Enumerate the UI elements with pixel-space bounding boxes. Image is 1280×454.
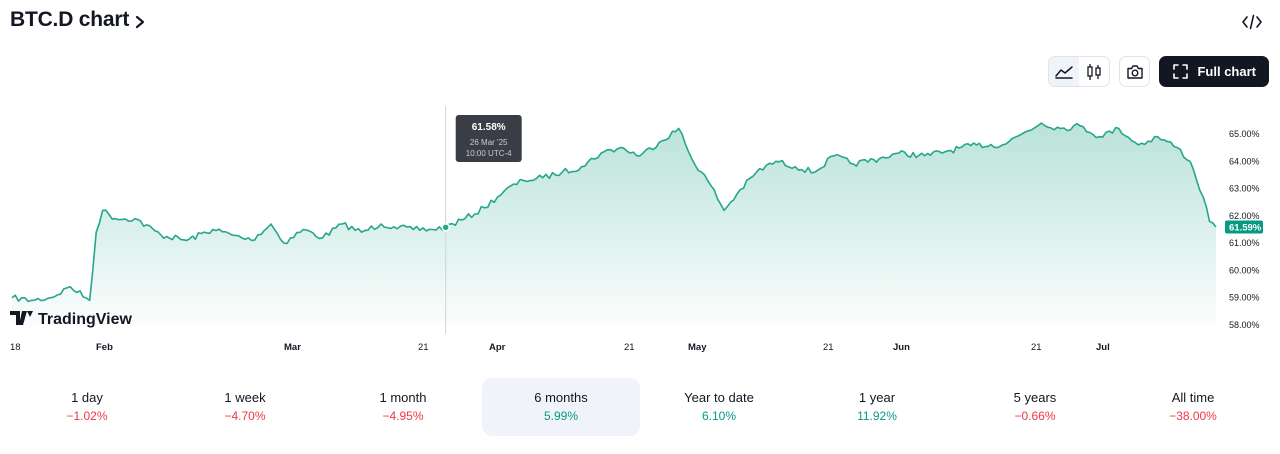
period-label: 5 years <box>1013 390 1057 405</box>
period-change: 6.10% <box>701 409 737 423</box>
area-chart-icon <box>1055 65 1074 79</box>
camera-icon <box>1127 64 1143 79</box>
period-change: −4.95% <box>382 409 424 423</box>
y-tick-label: 59.00% <box>1229 293 1260 303</box>
period-label: 6 months <box>534 390 588 405</box>
embed-code-button[interactable] <box>1241 12 1263 32</box>
full-chart-button[interactable]: Full chart <box>1159 56 1269 87</box>
x-tick-label: 21 <box>1031 342 1042 353</box>
code-icon <box>1242 14 1262 30</box>
x-tick-label: Mar <box>284 342 301 353</box>
period-change: 5.99% <box>543 409 579 423</box>
period-label: 1 week <box>224 390 266 405</box>
y-tick-label: 63.00% <box>1229 184 1260 194</box>
x-tick-label: 21 <box>418 342 429 353</box>
tooltip-time: 10:00 UTC-4 <box>466 149 512 158</box>
x-tick-label: May <box>688 342 707 353</box>
period-change: −4.70% <box>224 409 266 423</box>
tooltip-date: 26 Mar '25 <box>470 138 508 147</box>
tradingview-logo[interactable]: TradingView <box>10 311 133 328</box>
period-label: 1 year <box>858 390 896 405</box>
period-label: 1 month <box>379 390 427 405</box>
period-change: 11.92% <box>857 409 897 423</box>
x-tick-label: Jun <box>893 342 910 353</box>
x-tick-label: Jul <box>1096 342 1110 353</box>
x-tick-label: 21 <box>624 342 635 353</box>
hover-point <box>441 223 450 232</box>
last-price-label: 61.59% <box>1229 223 1262 234</box>
series-line <box>11 122 1217 303</box>
full-chart-label: Full chart <box>1197 64 1256 79</box>
chart-toolbar: Full chart <box>1048 56 1269 87</box>
tooltip: 61.58% 26 Mar '25 10:00 UTC-4 <box>455 115 522 162</box>
y-axis: 58.00% 59.00% 60.00% 61.00% 62.00% 63.00% 64.0… <box>1229 129 1260 330</box>
series-area-fill <box>12 123 1216 325</box>
y-tick-label: 61.00% <box>1229 238 1260 248</box>
y-tick-label: 58.00% <box>1229 320 1260 330</box>
period-change: −1.02% <box>66 409 108 423</box>
page-title: BTC.D chart <box>10 8 130 31</box>
tooltip-box <box>455 115 522 162</box>
period-option[interactable]: Year to date 6.10% <box>640 378 798 436</box>
y-tick-label: 64.00% <box>1229 156 1260 166</box>
x-tick-label: Apr <box>489 342 506 353</box>
x-axis: 18 Feb Mar 21 Apr 21 May 21 Jun 21 Jul <box>10 342 1110 353</box>
chevron-right-icon <box>136 15 145 28</box>
x-tick-label: Feb <box>96 342 113 353</box>
period-selector: 1 day −1.02% 1 week −4.70% 1 month −4.95% 6 mo… <box>8 378 1272 436</box>
y-tick-label: 62.00% <box>1229 211 1260 221</box>
period-change: −0.66% <box>1014 409 1056 423</box>
chart-title-link[interactable]: BTC.D chart <box>10 8 147 32</box>
x-tick-label: 18 <box>10 342 21 353</box>
period-option[interactable]: 5 years −0.66% <box>956 378 1114 436</box>
period-label: 1 day <box>71 390 103 405</box>
period-option[interactable]: 1 month −4.95% <box>324 378 482 436</box>
tooltip-value: 61.58% <box>472 122 506 133</box>
last-price-badge: 61.59% <box>1225 220 1263 234</box>
snapshot-button[interactable] <box>1119 56 1151 87</box>
tradingview-logo-icon <box>10 311 33 325</box>
period-label: Year to date <box>684 390 754 405</box>
candles-style-button[interactable] <box>1079 57 1109 86</box>
tradingview-logo-text: TradingView <box>38 311 133 328</box>
price-chart[interactable]: 58.00% 59.00% 60.00% 61.00% 62.00% 63.00% 64.0… <box>0 0 1280 360</box>
period-option[interactable]: 1 day −1.02% <box>8 378 166 436</box>
period-option[interactable]: 1 year 11.92% <box>798 378 956 436</box>
period-option[interactable]: 6 months 5.99% <box>482 378 640 436</box>
period-option[interactable]: All time −38.00% <box>1114 378 1272 436</box>
area-style-button[interactable] <box>1049 57 1080 86</box>
candlestick-icon <box>1087 63 1102 80</box>
chart-style-switcher <box>1048 56 1111 87</box>
last-price-badge-box <box>1225 220 1263 234</box>
period-option[interactable]: 1 week −4.70% <box>166 378 324 436</box>
period-label: All time <box>1171 390 1215 405</box>
x-tick-label: 21 <box>823 342 834 353</box>
y-tick-label: 60.00% <box>1229 265 1260 275</box>
fullscreen-icon <box>1173 64 1189 79</box>
y-tick-label: 65.00% <box>1229 129 1260 139</box>
period-change: −38.00% <box>1169 409 1217 423</box>
